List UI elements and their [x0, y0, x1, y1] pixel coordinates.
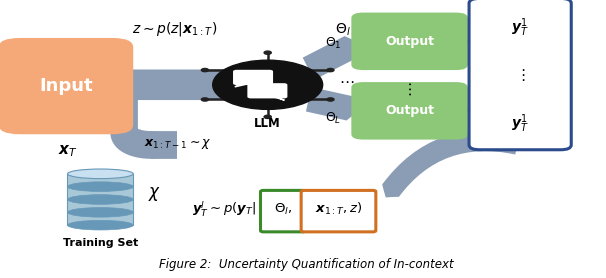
FancyBboxPatch shape [469, 0, 571, 150]
Ellipse shape [67, 207, 133, 217]
FancyBboxPatch shape [261, 190, 305, 232]
Text: Output: Output [385, 104, 434, 117]
Ellipse shape [67, 220, 133, 230]
Circle shape [264, 51, 271, 54]
Text: $\boldsymbol{x}_T$: $\boldsymbol{x}_T$ [58, 144, 78, 160]
Text: Training Set: Training Set [63, 237, 138, 247]
Text: Input: Input [39, 77, 93, 95]
Ellipse shape [67, 169, 133, 179]
FancyBboxPatch shape [351, 82, 468, 140]
Text: $\boldsymbol{y}_T^l \sim p(\boldsymbol{y}_T|$: $\boldsymbol{y}_T^l \sim p(\boldsymbol{y… [191, 199, 256, 219]
FancyBboxPatch shape [247, 83, 287, 98]
Ellipse shape [67, 195, 133, 204]
Circle shape [213, 60, 322, 109]
FancyBboxPatch shape [0, 38, 133, 134]
Text: $\boldsymbol{x}_{1:T-1} \sim \chi$: $\boldsymbol{x}_{1:T-1} \sim \chi$ [144, 136, 212, 151]
Polygon shape [274, 97, 284, 100]
Text: Output: Output [385, 35, 434, 48]
Text: $\cdots$: $\cdots$ [402, 81, 417, 96]
FancyBboxPatch shape [301, 190, 376, 232]
Circle shape [327, 68, 334, 72]
Text: $\cdots$: $\cdots$ [339, 73, 355, 88]
Text: $\boldsymbol{y}_T^1$: $\boldsymbol{y}_T^1$ [511, 112, 529, 135]
Text: LLM: LLM [255, 117, 281, 130]
Circle shape [264, 115, 271, 118]
Text: $\Theta_l \sim q(\Theta)$: $\Theta_l \sim q(\Theta)$ [335, 20, 398, 38]
Text: $\boldsymbol{x}_{1:T}, z)$: $\boldsymbol{x}_{1:T}, z)$ [315, 201, 362, 217]
Text: $\Theta_1$: $\Theta_1$ [325, 36, 342, 51]
Text: $\vdots$: $\vdots$ [514, 67, 525, 83]
FancyBboxPatch shape [351, 13, 468, 70]
Text: $\boldsymbol{y}_T^1$: $\boldsymbol{y}_T^1$ [511, 16, 529, 39]
Text: $z \sim p(z|\boldsymbol{x}_{1:T})$: $z \sim p(z|\boldsymbol{x}_{1:T})$ [132, 20, 218, 38]
Circle shape [201, 68, 208, 72]
Polygon shape [67, 200, 133, 212]
Polygon shape [67, 174, 133, 187]
Text: $\Theta_L$: $\Theta_L$ [325, 111, 342, 126]
Text: $\chi$: $\chi$ [148, 185, 161, 203]
FancyBboxPatch shape [233, 70, 273, 85]
Ellipse shape [67, 182, 133, 192]
Polygon shape [235, 83, 250, 87]
Text: $\Theta_l,$: $\Theta_l,$ [274, 202, 292, 217]
Polygon shape [67, 187, 133, 200]
Text: Figure 2:  Uncertainty Quantification of In-context: Figure 2: Uncertainty Quantification of … [159, 258, 454, 270]
Polygon shape [238, 75, 258, 94]
Circle shape [327, 98, 334, 101]
Circle shape [201, 98, 208, 101]
Polygon shape [67, 212, 133, 225]
